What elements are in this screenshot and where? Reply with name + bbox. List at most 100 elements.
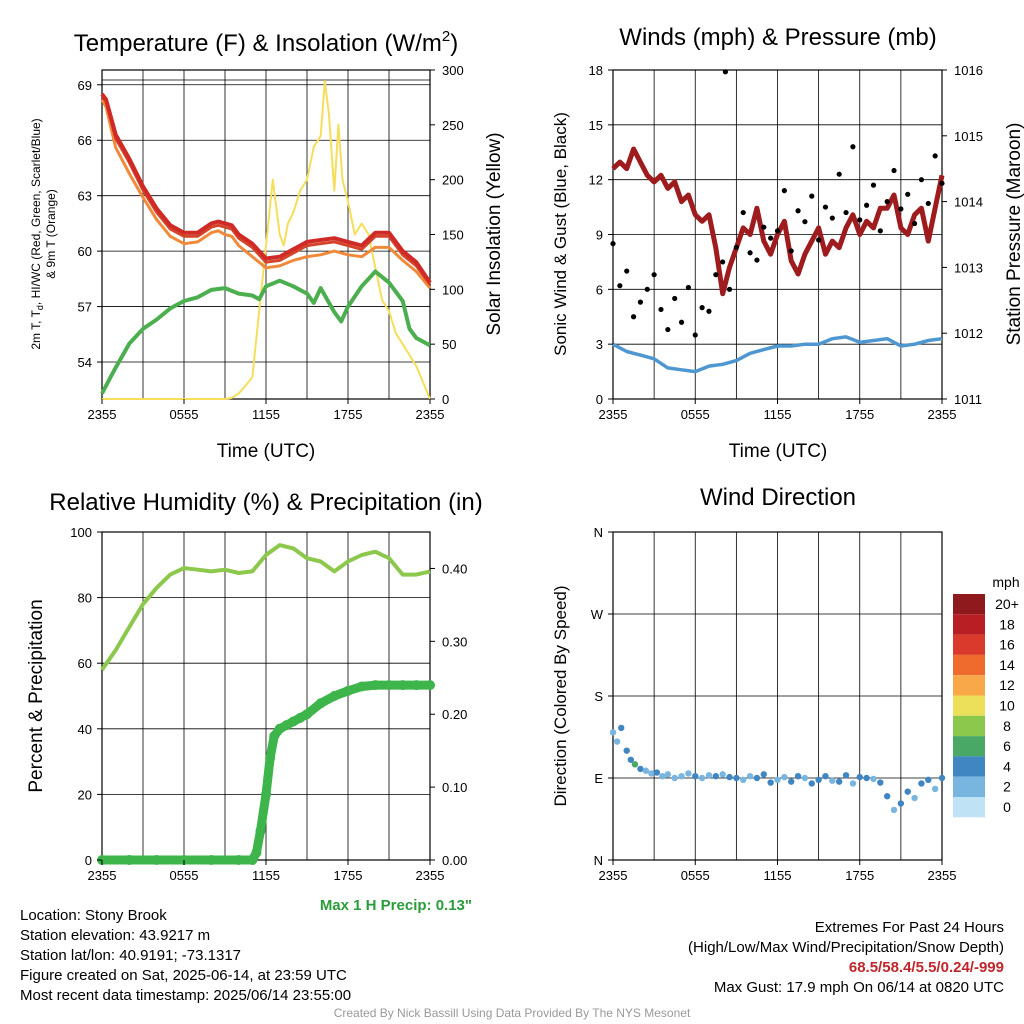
wind-direction-series (609, 724, 946, 814)
wind-direction-x-ticks: 2355 0555 1155 1755 2355 (599, 860, 957, 883)
x-tick-label: 2355 (88, 407, 117, 422)
precipitation-point (255, 825, 266, 836)
gust-point (678, 319, 685, 325)
precipitation-point (329, 691, 340, 701)
legend-label: 20+ (995, 596, 1019, 612)
gust-point (665, 326, 671, 333)
gust-point (829, 215, 835, 221)
y2-tick-label: 0.00 (442, 853, 467, 868)
precipitation-point (206, 855, 217, 865)
temperature-grid (102, 70, 430, 399)
y2-tick-label: 200 (442, 173, 464, 188)
y2-tick-label: 0.20 (442, 707, 467, 722)
gust-point (740, 209, 746, 216)
x-tick-label: 2355 (928, 407, 957, 422)
precipitation-point (370, 680, 381, 691)
temperature-y-ticks: 54 57 60 63 66 69 (78, 78, 102, 370)
precipitation-point (247, 855, 258, 865)
gust-point (644, 286, 650, 292)
gust-point (692, 332, 698, 338)
y2-tick-label: 250 (442, 118, 464, 133)
precipitation-point (411, 680, 422, 691)
extremes-title: Extremes For Past 24 Hours (814, 919, 1004, 936)
y-tick-label: 60 (78, 656, 92, 671)
winds-ylabel: Sonic Wind & Gust (Blue, Black) (551, 112, 570, 356)
precipitation-point (384, 680, 394, 691)
legend-swatch (953, 654, 985, 676)
x-tick-label: 2355 (416, 407, 445, 422)
direction-point (808, 780, 815, 787)
direction-point (918, 780, 925, 787)
gust-point (630, 314, 637, 320)
humidity-panel: Relative Humidity (%) & Precipitation (i… (26, 489, 483, 914)
x-tick-label: 2355 (416, 868, 445, 883)
legend-label: 0 (1003, 799, 1011, 815)
y2-tick-label: 50 (442, 337, 456, 352)
y-tick-label: E (594, 771, 603, 786)
x-tick-label: 0555 (681, 868, 710, 883)
direction-point (705, 772, 713, 779)
winds-y-ticks: 0 3 6 9 12 15 18 (589, 63, 613, 407)
winds-y2label: Station Pressure (Maroon) (1004, 123, 1024, 346)
legend-swatch (953, 715, 985, 737)
y-tick-label: 100 (70, 525, 92, 540)
precipitation-point (302, 709, 312, 720)
gust-point (610, 241, 616, 247)
gust-point (754, 257, 760, 263)
gust-point (713, 272, 719, 278)
y-tick-label: 54 (78, 355, 92, 370)
direction-point (835, 778, 843, 785)
direction-point (648, 770, 655, 777)
legend-label: 18 (999, 616, 1015, 632)
direction-point (767, 779, 774, 786)
gust-point (857, 217, 863, 223)
temperature-title: Temperature (F) & Insolation (W/m2) (74, 28, 458, 57)
temperature-line-4 (102, 80, 431, 400)
y2-tick-label: 0 (442, 392, 449, 407)
station-latlon: Station lat/lon: 40.9191; -73.1317 (20, 947, 242, 964)
direction-point (925, 776, 932, 784)
legend-label: 8 (1003, 718, 1011, 734)
legend-swatch (953, 695, 985, 716)
wind-direction-title: Wind Direction (700, 484, 856, 511)
temperature-x-ticks: 2355 0555 1155 1755 2355 (88, 399, 445, 422)
x-tick-label: 1155 (252, 407, 280, 422)
direction-point (685, 770, 692, 777)
figure-created: Figure created on Sat, 2025-06-14, at 23… (20, 967, 347, 984)
direction-point (788, 778, 795, 785)
direction-point (618, 724, 625, 732)
gust-point (699, 305, 705, 311)
x-tick-label: 1755 (845, 868, 874, 883)
y-tick-label: 6 (596, 282, 603, 297)
max-precip-label: Max 1 H Precip: 0.13" (320, 897, 472, 914)
direction-point (938, 774, 946, 782)
direction-point (849, 780, 857, 787)
direction-point (678, 772, 685, 780)
humidity-y-ticks: 0 20 40 60 80 100 (70, 525, 102, 868)
direction-point (822, 772, 829, 780)
temperature-ylabel-line1: 2m T, Td, HI/WC (Red, Green, Scarlet/Blu… (29, 118, 45, 349)
gust-point (911, 220, 918, 227)
y2-tick-label: 300 (442, 63, 464, 78)
direction-point (870, 775, 877, 783)
gust-point (651, 272, 657, 278)
gust-point (788, 248, 794, 254)
gust-point (864, 202, 870, 208)
x-tick-label: 2355 (928, 868, 957, 883)
direction-point (609, 729, 617, 736)
y2-tick-label: 1014 (954, 195, 983, 210)
direction-point (698, 774, 706, 782)
direction-point (631, 761, 639, 768)
humidity-series (97, 543, 435, 865)
direction-point (613, 738, 621, 745)
temperature-series (100, 80, 432, 400)
legend-label: 2 (1003, 779, 1011, 795)
winds-xlabel: Time (UTC) (729, 441, 828, 462)
gust-point (624, 268, 630, 274)
y-tick-label: 0 (596, 392, 603, 407)
legend-label: 14 (999, 657, 1015, 673)
legend-swatch (953, 614, 985, 635)
legend-label: 16 (999, 637, 1015, 653)
gust-point (617, 283, 623, 289)
